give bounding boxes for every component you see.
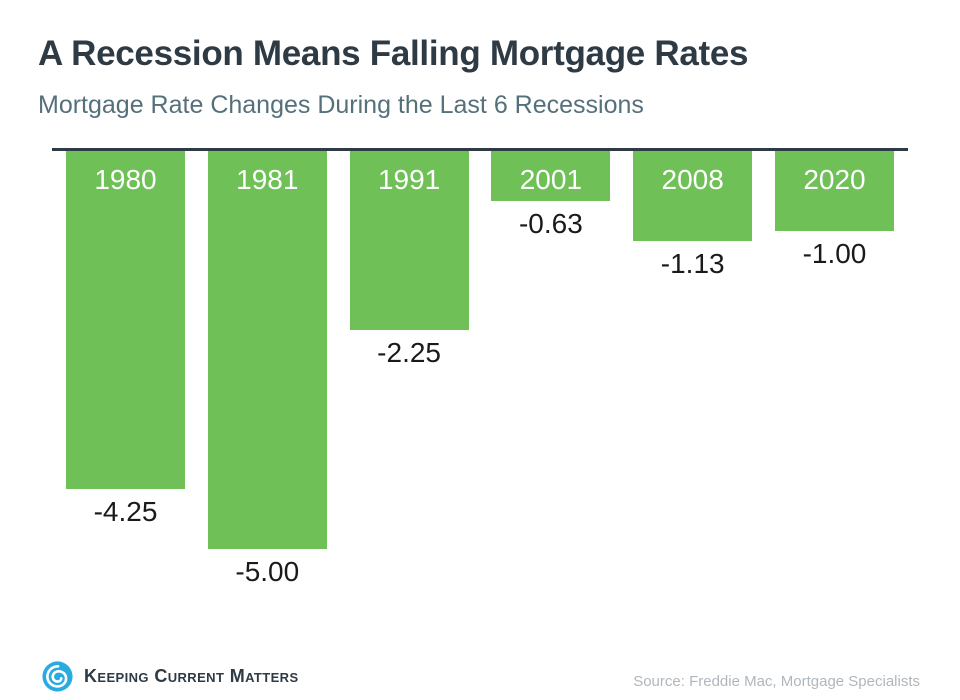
bar-1981: 1981 <box>207 151 327 549</box>
bar-year-label: 2020 <box>803 164 866 195</box>
bar-column-2020: 2020 -1.00 <box>774 151 894 269</box>
bar-year-label: 2008 <box>661 164 724 195</box>
bar-column-1980: 1980 -4.25 <box>66 151 185 526</box>
bar-value-label: -5.00 <box>235 556 300 587</box>
chart-header: A Recession Means Falling Mortgage Rates… <box>38 34 922 120</box>
page-title: A Recession Means Falling Mortgage Rates <box>38 34 749 73</box>
bar-2020: 2020 <box>774 151 894 231</box>
page-subtitle: Mortgage Rate Changes During the Last 6 … <box>38 91 644 120</box>
bar-year-label: 1980 <box>94 164 157 195</box>
bar-year-label: 1981 <box>236 164 299 195</box>
bar-year-label: 1991 <box>377 164 441 195</box>
kcm-swirl-icon <box>42 660 73 692</box>
kcm-logo-text: Keeping Current Matters <box>84 665 299 686</box>
bar-value-label: -0.63 <box>518 208 583 239</box>
bar-value-label: -1.00 <box>802 238 867 269</box>
bar-column-1991: 1991 -2.25 <box>349 151 469 368</box>
source-attribution: Source: Freddie Mac, Mortgage Specialist… <box>633 673 920 690</box>
bar-2008: 2008 <box>633 151 753 241</box>
bar-chart: 1980 -4.25 1981 -5.00 1991 -2.25 2001 -0.63 2008… <box>52 148 908 586</box>
bar-1991: 1991 <box>349 151 469 330</box>
bar-year-label: 2001 <box>519 164 583 195</box>
footer: Keeping Current Matters Source: Freddie … <box>40 656 920 696</box>
bar-column-2008: 2008 -1.13 <box>633 151 753 279</box>
bar-column-1981: 1981 -5.00 <box>207 151 327 587</box>
bar-value-label: -2.25 <box>377 337 441 368</box>
bar-value-label: -1.13 <box>660 248 725 279</box>
bar-column-2001: 2001 -0.63 <box>491 151 611 239</box>
bar-value-label: -4.25 <box>93 496 158 527</box>
axis-baseline <box>52 148 908 151</box>
kcm-logo: Keeping Current Matters <box>40 659 299 694</box>
bar-2001: 2001 <box>491 151 611 201</box>
bars-row: 1980 -4.25 1981 -5.00 1991 -2.25 2001 -0.63 2008… <box>52 151 908 586</box>
bar-1980: 1980 <box>66 151 185 489</box>
